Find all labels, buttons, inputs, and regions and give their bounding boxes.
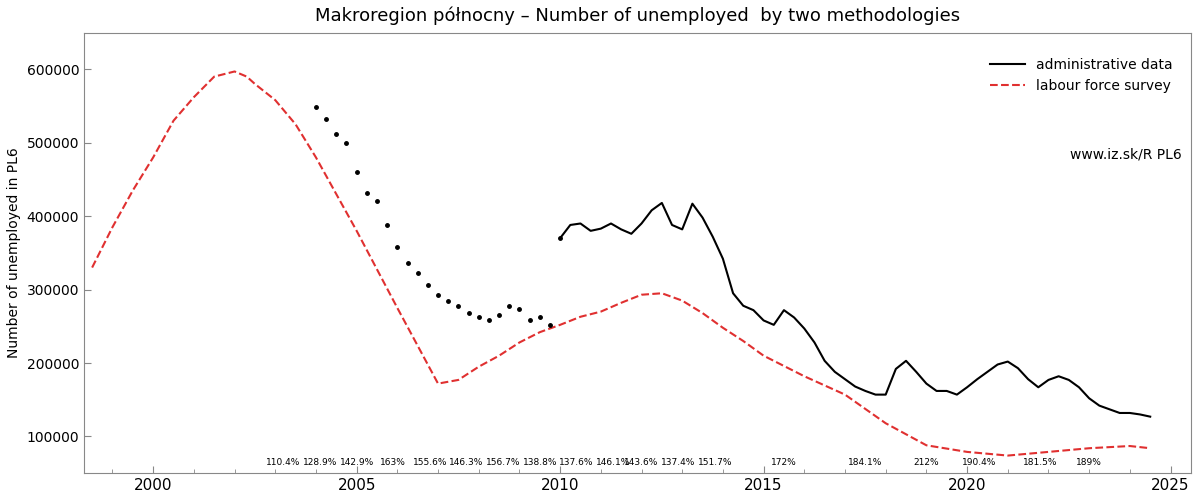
Text: 190.4%: 190.4% — [962, 458, 996, 468]
Text: 146.1%: 146.1% — [596, 458, 630, 468]
Text: 137.4%: 137.4% — [661, 458, 695, 468]
Legend: administrative data, labour force survey: administrative data, labour force survey — [985, 52, 1178, 99]
Text: 184.1%: 184.1% — [848, 458, 882, 468]
Text: 172%: 172% — [772, 458, 797, 468]
Text: 146.3%: 146.3% — [449, 458, 484, 468]
Text: 212%: 212% — [913, 458, 940, 468]
Text: www.iz.sk/R PL6: www.iz.sk/R PL6 — [1070, 147, 1182, 161]
Text: 142.9%: 142.9% — [340, 458, 373, 468]
Text: 181.5%: 181.5% — [1024, 458, 1057, 468]
Title: Makroregion północny – Number of unemployed  by two methodologies: Makroregion północny – Number of unemplo… — [314, 7, 960, 26]
Text: 137.6%: 137.6% — [559, 458, 594, 468]
Text: 155.6%: 155.6% — [413, 458, 448, 468]
Y-axis label: Number of unemployed in PL6: Number of unemployed in PL6 — [7, 148, 20, 358]
Text: 189%: 189% — [1076, 458, 1102, 468]
Text: 151.7%: 151.7% — [697, 458, 732, 468]
Text: 110.4%: 110.4% — [266, 458, 300, 468]
Text: 128.9%: 128.9% — [302, 458, 337, 468]
Text: 163%: 163% — [380, 458, 407, 468]
Text: 143.6%: 143.6% — [624, 458, 659, 468]
Text: 156.7%: 156.7% — [486, 458, 521, 468]
Text: 138.8%: 138.8% — [522, 458, 557, 468]
